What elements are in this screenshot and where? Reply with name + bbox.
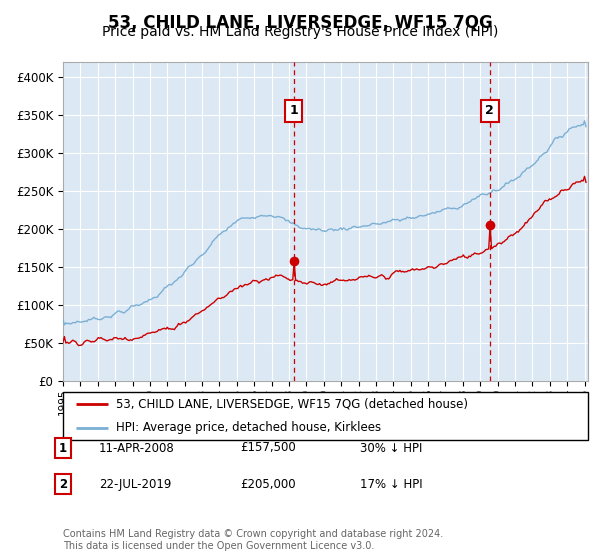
- Text: 22-JUL-2019: 22-JUL-2019: [99, 478, 172, 491]
- Text: 2: 2: [485, 105, 494, 118]
- Text: Price paid vs. HM Land Registry's House Price Index (HPI): Price paid vs. HM Land Registry's House …: [102, 25, 498, 39]
- Text: 1: 1: [59, 441, 67, 455]
- Text: 11-APR-2008: 11-APR-2008: [99, 441, 175, 455]
- Text: 2: 2: [59, 478, 67, 491]
- Text: £205,000: £205,000: [240, 478, 296, 491]
- Text: 53, CHILD LANE, LIVERSEDGE, WF15 7QG (detached house): 53, CHILD LANE, LIVERSEDGE, WF15 7QG (de…: [115, 398, 467, 410]
- Text: 1: 1: [289, 105, 298, 118]
- Text: HPI: Average price, detached house, Kirklees: HPI: Average price, detached house, Kirk…: [115, 421, 380, 434]
- Text: £157,500: £157,500: [240, 441, 296, 455]
- Text: 30% ↓ HPI: 30% ↓ HPI: [360, 441, 422, 455]
- Text: 17% ↓ HPI: 17% ↓ HPI: [360, 478, 422, 491]
- Text: 53, CHILD LANE, LIVERSEDGE, WF15 7QG: 53, CHILD LANE, LIVERSEDGE, WF15 7QG: [107, 14, 493, 32]
- Text: Contains HM Land Registry data © Crown copyright and database right 2024.
This d: Contains HM Land Registry data © Crown c…: [63, 529, 443, 551]
